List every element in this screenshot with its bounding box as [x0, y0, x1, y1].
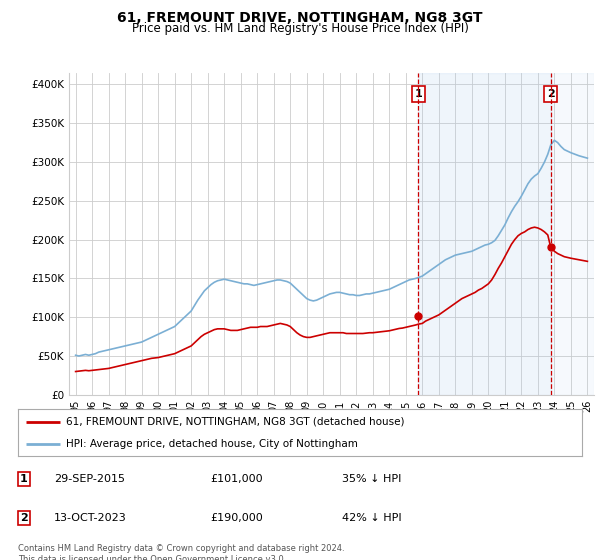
Text: 2: 2: [20, 513, 28, 523]
Text: 42% ↓ HPI: 42% ↓ HPI: [342, 513, 401, 523]
Text: 1: 1: [20, 474, 28, 484]
Text: HPI: Average price, detached house, City of Nottingham: HPI: Average price, detached house, City…: [66, 438, 358, 449]
Text: 61, FREMOUNT DRIVE, NOTTINGHAM, NG8 3GT: 61, FREMOUNT DRIVE, NOTTINGHAM, NG8 3GT: [117, 11, 483, 25]
Text: 13-OCT-2023: 13-OCT-2023: [54, 513, 127, 523]
Text: £190,000: £190,000: [210, 513, 263, 523]
Text: 61, FREMOUNT DRIVE, NOTTINGHAM, NG8 3GT (detached house): 61, FREMOUNT DRIVE, NOTTINGHAM, NG8 3GT …: [66, 417, 404, 427]
Text: £101,000: £101,000: [210, 474, 263, 484]
Text: 29-SEP-2015: 29-SEP-2015: [54, 474, 125, 484]
Text: 1: 1: [414, 88, 422, 99]
Bar: [551, 73, 594, 395]
Text: 35% ↓ HPI: 35% ↓ HPI: [342, 474, 401, 484]
Text: Contains HM Land Registry data © Crown copyright and database right 2024.
This d: Contains HM Land Registry data © Crown c…: [18, 544, 344, 560]
Bar: [418, 73, 551, 395]
Text: Price paid vs. HM Land Registry's House Price Index (HPI): Price paid vs. HM Land Registry's House …: [131, 22, 469, 35]
Text: 2: 2: [547, 88, 554, 99]
